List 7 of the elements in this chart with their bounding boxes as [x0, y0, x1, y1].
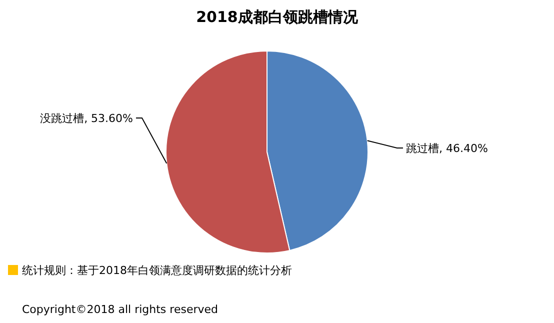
slice-label: 跳过槽, 46.40% — [406, 142, 488, 155]
chart-title: 2018成都白领跳槽情况 — [196, 8, 359, 26]
pie-slice — [166, 50, 290, 254]
text: Copyright©2018 all rights reserved — [22, 303, 218, 316]
text: 统计规则：基于2018年白领满意度调研数据的统计分析 — [22, 264, 292, 277]
slice-label: 没跳过槽, 53.60% — [40, 112, 133, 125]
pie-slice — [266, 50, 368, 251]
